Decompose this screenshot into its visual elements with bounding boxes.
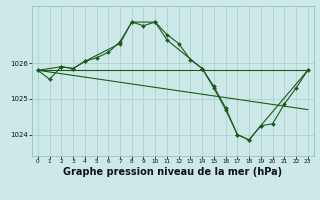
X-axis label: Graphe pression niveau de la mer (hPa): Graphe pression niveau de la mer (hPa) xyxy=(63,167,282,177)
